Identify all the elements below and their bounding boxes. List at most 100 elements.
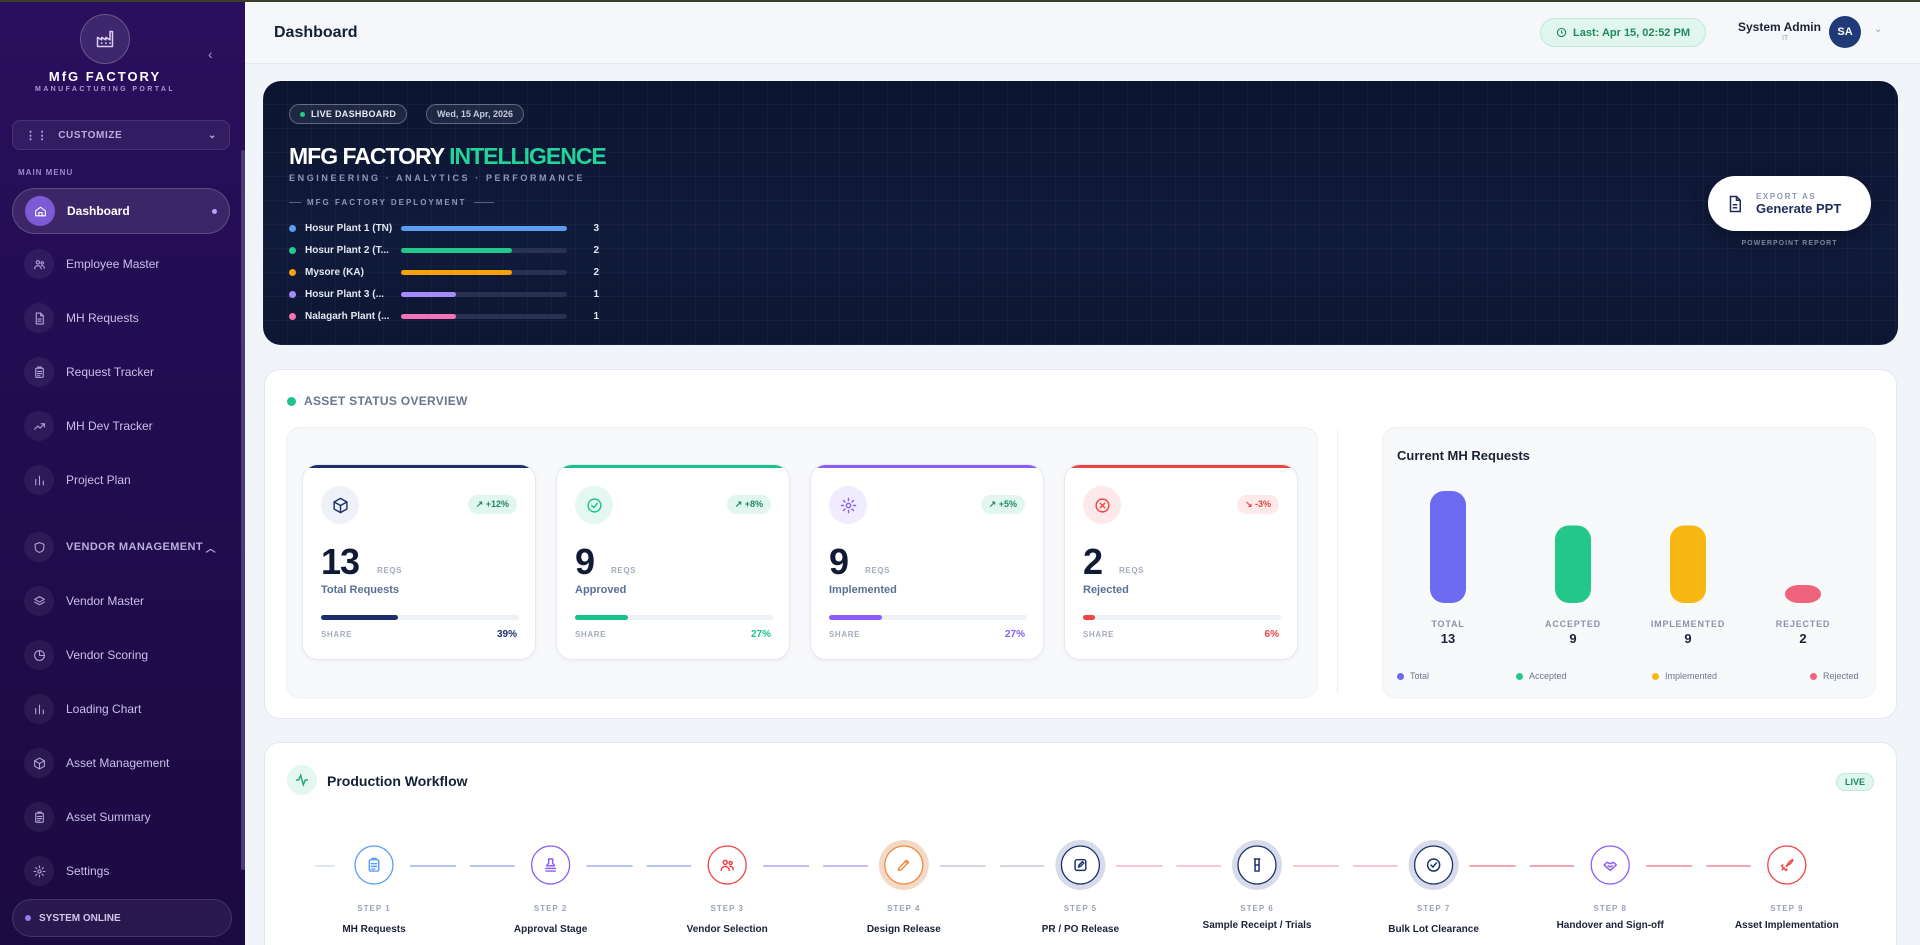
deployment-bar-fill bbox=[401, 313, 457, 319]
step-number: STEP 1 bbox=[357, 904, 390, 913]
sidebar-item-employee-master[interactable]: Employee Master bbox=[12, 241, 230, 287]
kpi-card-total-requests[interactable]: ↗ +12% 13 REQS Total Requests SHARE 39% bbox=[302, 464, 536, 660]
generate-ppt-button[interactable]: EXPORT AS Generate PPT bbox=[1708, 176, 1871, 231]
bar-accepted[interactable] bbox=[1555, 525, 1591, 603]
gear-icon bbox=[829, 486, 867, 524]
sidebar-item-vendor-master[interactable]: Vendor Master bbox=[12, 578, 230, 624]
asset-status-section: ASSET STATUS OVERVIEW ↗ +12% 13 REQS Tot… bbox=[264, 369, 1897, 719]
sidebar-item-settings[interactable]: Settings bbox=[12, 848, 230, 894]
generate-ppt-label: Generate PPT bbox=[1756, 200, 1842, 216]
last-updated-text: Last: Apr 15, 02:52 PM bbox=[1573, 26, 1690, 39]
sidebar-item-label: Loading Chart bbox=[66, 702, 142, 716]
kpi-label: Approved bbox=[575, 584, 627, 596]
sidebar-item-label: MH Requests bbox=[66, 311, 139, 325]
kpi-value: 9 bbox=[575, 541, 595, 582]
sidebar-item-vendor-scoring[interactable]: Vendor Scoring bbox=[12, 632, 230, 678]
kpi-value: 13 bbox=[321, 541, 360, 582]
legend-item: Total bbox=[1397, 671, 1429, 681]
sidebar-item-asset-summary[interactable]: Asset Summary bbox=[12, 794, 230, 840]
sidebar-scrollbar[interactable] bbox=[241, 150, 245, 870]
workflow-step[interactable]: STEP 1 MH Requests bbox=[342, 845, 406, 935]
kpi-share-track bbox=[829, 615, 1027, 620]
user-menu-chevron-icon[interactable]: ⌄ bbox=[1874, 24, 1883, 35]
workflow-step[interactable]: STEP 2 Approval Stage bbox=[514, 845, 588, 935]
deployment-name: Hosur Plant 1 (TN) bbox=[305, 222, 393, 234]
workflow-step[interactable]: STEP 5 PR / PO Release bbox=[1042, 840, 1120, 935]
step-number: STEP 2 bbox=[534, 904, 567, 913]
kpi-change-badge: ↘ -3% bbox=[1236, 495, 1279, 514]
vendor-management-section[interactable]: VENDOR MANAGEMENT ︿ bbox=[12, 524, 230, 570]
bar-chart-icon bbox=[24, 694, 54, 724]
vendor-management-label: VENDOR MANAGEMENT bbox=[66, 541, 203, 553]
deployment-bar-track bbox=[401, 247, 567, 253]
workflow-step[interactable]: STEP 3 Vendor Selection bbox=[687, 845, 768, 935]
sidebar-item-project-plan[interactable]: Project Plan bbox=[12, 457, 230, 503]
last-updated-badge: Last: Apr 15, 02:52 PM bbox=[1540, 18, 1706, 47]
deployment-label: MFG FACTORY DEPLOYMENT bbox=[289, 198, 495, 207]
workflow-step[interactable]: STEP 4 Design Release bbox=[867, 840, 941, 935]
kpi-share-percent: 27% bbox=[1004, 629, 1025, 640]
sidebar-item-asset-management[interactable]: Asset Management bbox=[12, 740, 230, 786]
customize-label: CUSTOMIZE bbox=[58, 129, 123, 141]
trending-up-icon bbox=[24, 411, 54, 441]
document-icon bbox=[1729, 195, 1741, 212]
workflow-step[interactable]: STEP 6 Sample Receipt / Trials bbox=[1203, 840, 1312, 931]
workflow-step[interactable]: STEP 9 Asset Implementation bbox=[1735, 845, 1839, 931]
kpi-accent-bar bbox=[811, 465, 1043, 468]
deployment-name: Hosur Plant 3 (... bbox=[305, 288, 384, 300]
step-label: Asset Implementation bbox=[1735, 920, 1839, 931]
page-title: Dashboard bbox=[274, 24, 358, 41]
deployment-row: Hosur Plant 3 (... 1 bbox=[289, 287, 599, 301]
stamp-icon bbox=[545, 858, 557, 872]
deployment-name: Mysore (KA) bbox=[305, 266, 364, 278]
sidebar-item-loading-chart[interactable]: Loading Chart bbox=[12, 686, 230, 732]
legend-label: Rejected bbox=[1823, 671, 1859, 681]
step-number: STEP 9 bbox=[1770, 904, 1803, 913]
step-label: Design Release bbox=[867, 924, 941, 935]
export-as-label: EXPORT AS bbox=[1756, 191, 1817, 201]
rocket-icon bbox=[1780, 858, 1794, 872]
date-badge: Wed, 15 Apr, 2026 bbox=[426, 104, 525, 124]
sliders-icon: ⋮⋮ bbox=[25, 129, 49, 142]
status-dot bbox=[25, 915, 31, 921]
pie-icon bbox=[24, 640, 54, 670]
deployment-count: 2 bbox=[593, 266, 599, 278]
production-workflow-section: Production Workflow LIVE STEP 1 MH Reques… bbox=[264, 742, 1897, 945]
step-label: Bulk Lot Clearance bbox=[1388, 924, 1479, 935]
kpi-card-rejected[interactable]: ↘ -3% 2 REQS Rejected SHARE 6% bbox=[1064, 464, 1298, 660]
kpi-card-approved[interactable]: ↗ +8% 9 REQS Approved SHARE 27% bbox=[556, 464, 790, 660]
asset-status-title-text: ASSET STATUS OVERVIEW bbox=[304, 394, 468, 408]
layers-icon bbox=[24, 586, 54, 616]
step-circle bbox=[354, 845, 394, 885]
legend-label: Accepted bbox=[1529, 671, 1567, 681]
collapse-sidebar-icon[interactable]: ‹ bbox=[208, 46, 213, 62]
live-dot bbox=[300, 111, 305, 117]
workflow-step[interactable]: STEP 7 Bulk Lot Clearance bbox=[1388, 840, 1479, 935]
sidebar-item-mh-dev-tracker[interactable]: MH Dev Tracker bbox=[12, 403, 230, 449]
bar-value-label: 13 bbox=[1441, 631, 1455, 646]
step-label: PR / PO Release bbox=[1042, 924, 1120, 935]
step-label: Sample Receipt / Trials bbox=[1203, 920, 1312, 931]
live-dashboard-label: LIVE DASHBOARD bbox=[311, 109, 397, 119]
sidebar-item-request-tracker[interactable]: Request Tracker bbox=[12, 349, 230, 395]
step-number: STEP 7 bbox=[1417, 904, 1450, 913]
live-dashboard-badge: LIVE DASHBOARD bbox=[289, 104, 408, 124]
workflow-step[interactable]: STEP 8 Handover and Sign-off bbox=[1557, 845, 1665, 931]
sidebar-item-dashboard[interactable]: Dashboard bbox=[12, 188, 230, 234]
customize-dropdown[interactable]: ⋮⋮ CUSTOMIZE ⌄ bbox=[12, 120, 230, 150]
chevron-down-icon: ⌄ bbox=[208, 129, 217, 141]
legend-label: Implemented bbox=[1665, 671, 1718, 681]
active-indicator bbox=[212, 208, 217, 214]
kpi-card-implemented[interactable]: ↗ +5% 9 REQS Implemented SHARE 27% bbox=[810, 464, 1044, 660]
sidebar-item-mh-requests[interactable]: MH Requests bbox=[12, 295, 230, 341]
kpi-value: 9 bbox=[829, 541, 849, 582]
box-icon bbox=[24, 748, 54, 778]
avatar[interactable]: SA bbox=[1829, 16, 1861, 48]
mh-requests-chart-card: Current MH Requests TOTAL 13 ACCEPTED 9 IMPL… bbox=[1382, 427, 1876, 698]
kpi-share-label: SHARE bbox=[321, 630, 353, 639]
kpi-share-percent: 6% bbox=[1264, 629, 1279, 640]
bar-rejected[interactable] bbox=[1785, 585, 1821, 603]
bar-total[interactable] bbox=[1430, 491, 1466, 603]
bar-implemented[interactable] bbox=[1670, 525, 1706, 603]
